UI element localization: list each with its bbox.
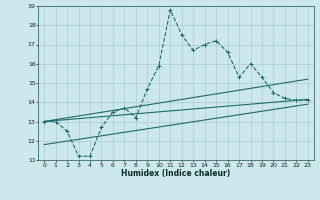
X-axis label: Humidex (Indice chaleur): Humidex (Indice chaleur): [121, 169, 231, 178]
